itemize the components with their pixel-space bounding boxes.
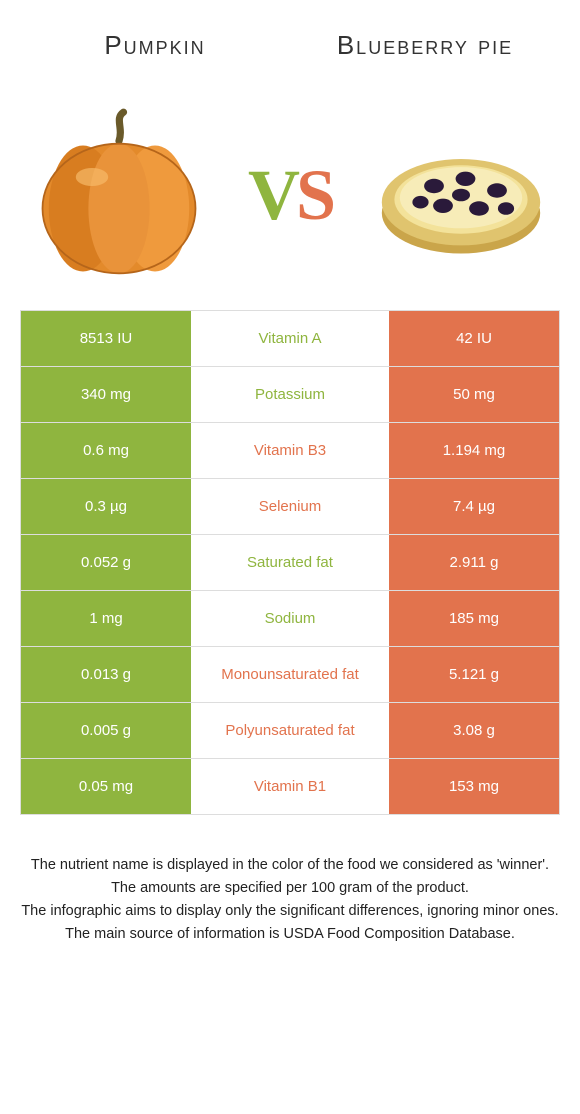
footnote-line: The main source of information is USDA F… [20, 924, 560, 945]
table-row: 1 mgSodium185 mg [21, 591, 559, 647]
nutrient-name-cell: Vitamin B1 [191, 759, 389, 814]
right-food-title: Blueberry pie [290, 30, 560, 61]
nutrient-name-cell: Potassium [191, 367, 389, 422]
left-value-cell: 340 mg [21, 367, 191, 422]
pumpkin-icon [29, 105, 209, 285]
nutrient-name-cell: Vitamin B3 [191, 423, 389, 478]
left-food-title: Pumpkin [20, 30, 290, 61]
footnotes: The nutrient name is displayed in the co… [20, 855, 560, 945]
left-value-cell: 0.013 g [21, 647, 191, 702]
vs-label: VS [248, 154, 332, 237]
table-row: 0.05 mgVitamin B1153 mg [21, 759, 559, 815]
nutrient-name-cell: Polyunsaturated fat [191, 703, 389, 758]
right-value-cell: 5.121 g [389, 647, 559, 702]
left-value-cell: 0.05 mg [21, 759, 191, 814]
pumpkin-image [29, 105, 209, 285]
table-row: 0.013 gMonounsaturated fat5.121 g [21, 647, 559, 703]
right-value-cell: 42 IU [389, 311, 559, 366]
left-value-cell: 0.6 mg [21, 423, 191, 478]
right-value-cell: 153 mg [389, 759, 559, 814]
left-value-cell: 0.005 g [21, 703, 191, 758]
table-row: 0.005 gPolyunsaturated fat3.08 g [21, 703, 559, 759]
pie-icon [371, 105, 551, 285]
left-value-cell: 0.3 µg [21, 479, 191, 534]
left-value-cell: 1 mg [21, 591, 191, 646]
nutrient-name-cell: Monounsaturated fat [191, 647, 389, 702]
right-value-cell: 1.194 mg [389, 423, 559, 478]
nutrient-name-cell: Sodium [191, 591, 389, 646]
comparison-table: 8513 IUVitamin A42 IU340 mgPotassium50 m… [20, 310, 560, 815]
right-value-cell: 50 mg [389, 367, 559, 422]
table-row: 0.6 mgVitamin B31.194 mg [21, 423, 559, 479]
nutrient-name-cell: Vitamin A [191, 311, 389, 366]
header: Pumpkin Blueberry pie [0, 0, 580, 90]
table-row: 0.052 gSaturated fat2.911 g [21, 535, 559, 591]
nutrient-name-cell: Saturated fat [191, 535, 389, 590]
table-row: 0.3 µgSelenium7.4 µg [21, 479, 559, 535]
table-row: 8513 IUVitamin A42 IU [21, 311, 559, 367]
vs-v: V [248, 155, 296, 235]
left-value-cell: 8513 IU [21, 311, 191, 366]
nutrient-name-cell: Selenium [191, 479, 389, 534]
right-value-cell: 2.911 g [389, 535, 559, 590]
vs-s: S [296, 155, 332, 235]
right-value-cell: 3.08 g [389, 703, 559, 758]
right-value-cell: 185 mg [389, 591, 559, 646]
right-value-cell: 7.4 µg [389, 479, 559, 534]
blueberry-pie-image [371, 105, 551, 285]
footnote-line: The nutrient name is displayed in the co… [20, 855, 560, 876]
footnote-line: The infographic aims to display only the… [20, 901, 560, 922]
left-value-cell: 0.052 g [21, 535, 191, 590]
table-row: 340 mgPotassium50 mg [21, 367, 559, 423]
footnote-line: The amounts are specified per 100 gram o… [20, 878, 560, 899]
images-row: VS [0, 90, 580, 300]
